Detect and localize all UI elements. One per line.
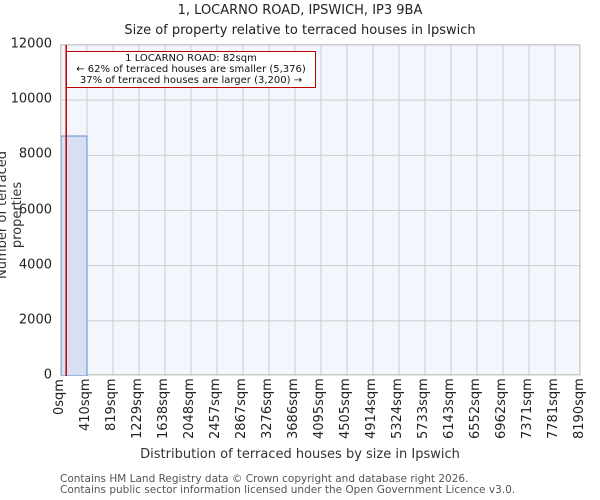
x-tick-label: 7781sqm <box>546 378 561 440</box>
x-tick-label: 7371sqm <box>520 378 535 440</box>
y-tick-label: 4000 <box>18 257 52 273</box>
chart-title: 1, LOCARNO ROAD, IPSWICH, IP3 9BA <box>177 3 423 18</box>
x-tick-label: 2457sqm <box>208 378 223 440</box>
histogram-bar <box>61 135 88 376</box>
annotation-line-3: 37% of terraced houses are larger (3,200… <box>79 75 303 86</box>
x-tick-label: 1229sqm <box>130 378 145 440</box>
histogram <box>61 45 581 376</box>
x-tick-label: 1638sqm <box>156 378 171 440</box>
x-tick-label: 0sqm <box>52 378 67 415</box>
chart-subtitle: Size of property relative to terraced ho… <box>124 23 476 38</box>
x-tick-label: 819sqm <box>104 378 119 432</box>
y-tick-label: 8000 <box>18 146 52 162</box>
x-tick-label: 6962sqm <box>494 378 509 440</box>
footer-licence: Contains public sector information licen… <box>60 484 516 496</box>
property-annotation-box: 1 LOCARNO ROAD: 82sqm ← 62% of terraced … <box>66 51 316 88</box>
y-tick-label: 6000 <box>18 202 52 217</box>
y-tick-label: 2000 <box>18 312 52 328</box>
footer-copyright: Contains HM Land Registry data © Crown c… <box>60 473 469 485</box>
y-tick-label: 12000 <box>10 36 52 52</box>
x-tick-label: 410sqm <box>78 378 93 432</box>
annotation-line-2: ← 62% of terraced houses are smaller (5,… <box>76 64 306 75</box>
x-tick-label: 3686sqm <box>286 378 301 440</box>
x-tick-label: 6143sqm <box>442 378 457 440</box>
x-tick-label: 5733sqm <box>416 378 431 440</box>
x-tick-label: 8190sqm <box>572 378 587 440</box>
plot-area <box>60 44 581 376</box>
y-tick-label: 0 <box>43 367 52 383</box>
x-tick-label: 4914sqm <box>364 378 379 440</box>
x-tick-label: 4095sqm <box>312 378 327 440</box>
x-tick-label: 3276sqm <box>260 378 275 440</box>
x-tick-label: 5324sqm <box>390 378 405 440</box>
x-tick-label: 2867sqm <box>234 378 249 440</box>
y-axis-label: Number of terraced properties <box>0 151 25 279</box>
x-tick-label: 4505sqm <box>338 378 353 440</box>
x-axis-label: Distribution of terraced houses by size … <box>140 447 460 462</box>
x-tick-label: 2048sqm <box>182 378 197 440</box>
x-tick-label: 6552sqm <box>468 378 483 440</box>
annotation-line-1: 1 LOCARNO ROAD: 82sqm <box>125 53 257 64</box>
y-tick-label: 10000 <box>10 91 52 107</box>
